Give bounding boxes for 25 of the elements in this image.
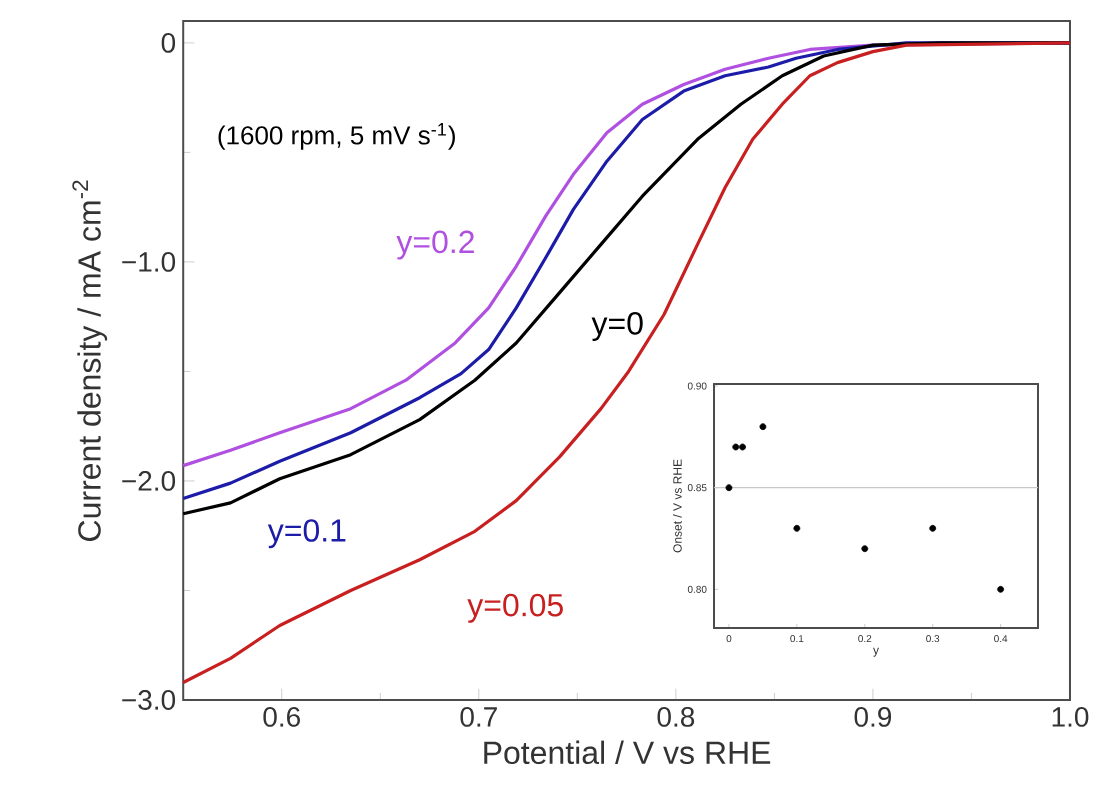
point <box>861 545 869 553</box>
series-label: y=0.1 <box>267 519 346 549</box>
point <box>732 443 740 451</box>
point <box>793 524 801 532</box>
x-tick-label: 0.8 <box>657 707 695 727</box>
y-axis-title: Current density / mA cm$^{-2}$ <box>72 180 108 541</box>
line-series <box>181 41 1072 685</box>
point <box>997 585 1005 593</box>
point <box>929 524 937 532</box>
y-tick-label: −2.0 <box>122 471 176 491</box>
y-tick-label: 0 <box>161 32 176 53</box>
series-label: y=0 <box>591 312 643 342</box>
x-tick-label: 1.0 <box>1052 707 1089 727</box>
x-axis-title: Potential / V vs RHE <box>484 740 771 765</box>
annotation: (1600 rpm, 5 mV s$^{-1}$) <box>218 123 455 150</box>
point <box>725 484 733 492</box>
x-tick-label: 0.6 <box>263 707 300 727</box>
y-tick-label: −1.0 <box>122 251 176 272</box>
series-label: y=0.05 <box>467 593 563 623</box>
point <box>739 443 746 451</box>
point <box>759 423 767 431</box>
y-tick-label: −3.0 <box>122 690 176 710</box>
series-label: y=0.2 <box>396 230 474 260</box>
x-tick-label: 0.9 <box>854 707 892 727</box>
x-tick-label: 0.7 <box>460 707 497 727</box>
